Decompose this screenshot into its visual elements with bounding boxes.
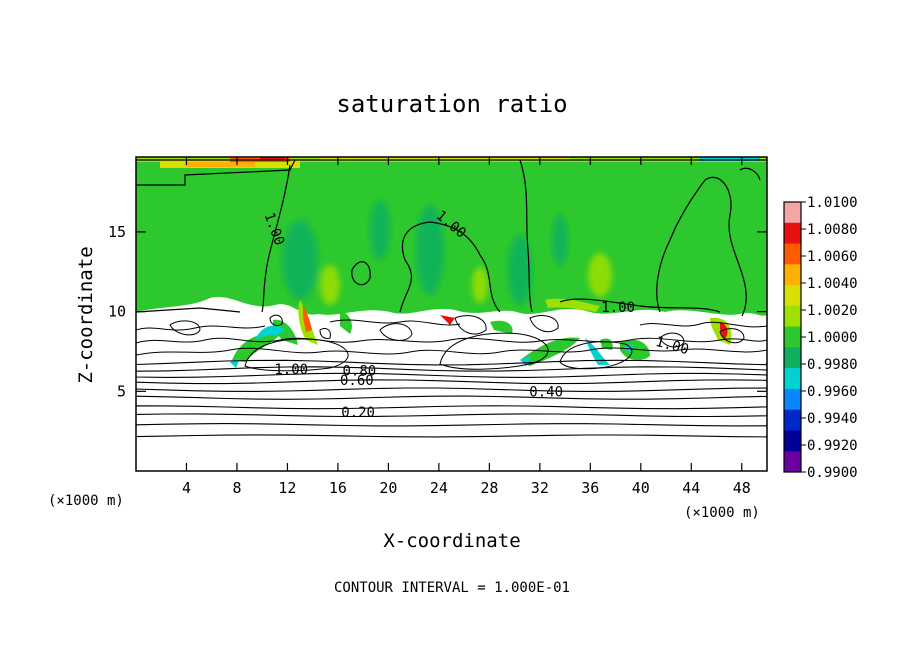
x-unit-left: (×1000 m) bbox=[48, 493, 124, 509]
saturated-field bbox=[136, 157, 767, 317]
colorbar-swatch bbox=[784, 368, 801, 390]
y-tick-label: 5 bbox=[117, 382, 126, 400]
colorbar-swatch bbox=[784, 285, 801, 307]
y-tick-label: 15 bbox=[108, 223, 126, 241]
contour-line bbox=[136, 359, 767, 366]
contour-label: 0.20 bbox=[341, 405, 375, 421]
colorbar-swatch bbox=[784, 305, 801, 328]
y-axis-label: Z-coordinate bbox=[75, 246, 97, 383]
dry-layer-patches bbox=[230, 298, 732, 368]
colorbar-swatch bbox=[784, 243, 801, 265]
x-unit-right: (×1000 m) bbox=[684, 505, 760, 521]
contour-interval-note: CONTOUR INTERVAL = 1.000E-01 bbox=[334, 580, 570, 596]
colorbar-label: 0.9960 bbox=[807, 384, 858, 400]
contour-label: 0.80 bbox=[343, 364, 377, 380]
colorbar-label: 0.9980 bbox=[807, 357, 858, 373]
contour-label: 1.00 bbox=[601, 300, 635, 316]
colorbar-label: 1.0100 bbox=[807, 195, 858, 211]
colorbar-label: 1.0060 bbox=[807, 249, 858, 265]
y-tick-label: 10 bbox=[108, 303, 126, 321]
x-tick-label: 32 bbox=[531, 479, 549, 497]
x-tick-label: 20 bbox=[379, 479, 397, 497]
x-axis: 4 8 12 16 20 24 28 32 36 40 44 48 bbox=[182, 157, 751, 497]
contour-line bbox=[136, 413, 767, 418]
contour-line bbox=[136, 423, 767, 427]
x-tick-label: 4 bbox=[182, 479, 191, 497]
x-tick-label: 36 bbox=[581, 479, 599, 497]
colorbar-swatch bbox=[784, 451, 801, 473]
contour-line bbox=[136, 379, 767, 385]
contour-line bbox=[136, 395, 767, 400]
x-tick-label: 28 bbox=[480, 479, 498, 497]
colorbar-label: 1.0040 bbox=[807, 276, 858, 292]
contour-label: 1.00 bbox=[274, 362, 308, 378]
contour-levels bbox=[136, 359, 767, 438]
contour-line bbox=[136, 387, 767, 392]
colorbar-label: 1.0000 bbox=[807, 330, 858, 346]
colorbar-label: 1.0020 bbox=[807, 303, 858, 319]
plot-frame bbox=[135, 156, 768, 472]
plot-area: 1.00 1.001.001.001.00 0.800.600.400.20 bbox=[136, 157, 767, 471]
x-tick-label: 24 bbox=[430, 479, 448, 497]
x-tick-label: 44 bbox=[682, 479, 700, 497]
contour-line bbox=[136, 372, 767, 378]
colorbar: 1.0100 1.0080 1.0060 1.0040 1.0020 1.0000 0.99… bbox=[783, 195, 858, 481]
contour-label: 0.60 bbox=[340, 373, 374, 389]
x-tick-label: 40 bbox=[632, 479, 650, 497]
x-tick-label: 48 bbox=[733, 479, 751, 497]
unity-contours bbox=[136, 159, 767, 317]
colorbar-label: 1.0080 bbox=[807, 222, 858, 238]
colorbar-swatch bbox=[784, 347, 801, 369]
contour-label: 0.40 bbox=[529, 384, 563, 400]
chart-title: saturation ratio bbox=[336, 90, 567, 118]
colorbar-label: 0.9920 bbox=[807, 438, 858, 454]
colorbar-label: 0.9900 bbox=[807, 465, 858, 481]
colorbar-swatch bbox=[784, 202, 801, 224]
colorbar-swatch bbox=[784, 388, 801, 411]
contour-detail bbox=[136, 314, 767, 372]
colorbar-swatch bbox=[784, 409, 801, 431]
x-tick-label: 12 bbox=[278, 479, 296, 497]
colorbar-label: 0.9940 bbox=[807, 411, 858, 427]
field-texture bbox=[282, 200, 612, 305]
x-axis-label: X-coordinate bbox=[383, 530, 520, 552]
contour-line bbox=[136, 434, 767, 438]
colorbar-swatch bbox=[784, 430, 801, 452]
y-axis: 5 10 15 bbox=[108, 223, 767, 400]
x-tick-label: 16 bbox=[329, 479, 347, 497]
colorbar-swatch bbox=[784, 326, 801, 348]
contour-line bbox=[136, 366, 767, 372]
contour-line bbox=[136, 405, 767, 410]
x-tick-label: 8 bbox=[232, 479, 241, 497]
colorbar-swatch bbox=[784, 264, 801, 286]
colorbar-swatch bbox=[784, 222, 801, 245]
